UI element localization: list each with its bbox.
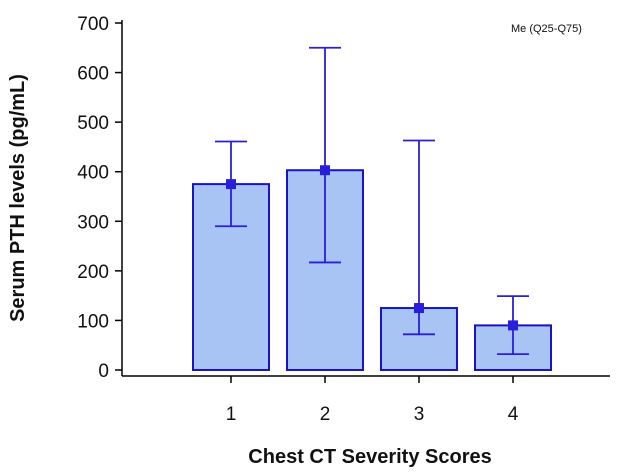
error-bars [215,46,529,356]
y-tick-label: 200 [77,262,109,283]
y-axis: 0 100 200 300 400 500 600 700 [77,14,123,382]
median-marker [414,303,424,314]
y-tick-label: 0 [98,361,109,382]
x-tick-label: 2 [320,404,331,425]
y-tick-label: 100 [77,311,109,332]
x-tick-label: 4 [508,404,519,425]
y-tick-label: 600 [77,64,109,85]
y-tick-label: 400 [77,163,109,184]
bars [192,169,552,371]
x-tick-label: 1 [226,404,237,425]
x-tick-label: 3 [414,404,425,425]
median-marker [508,320,518,331]
stat-annotation: Me (Q25-Q75) [511,23,582,35]
x-axis: 1 2 3 4 [122,375,610,425]
median-marker [226,179,236,190]
bar [380,307,458,371]
median-marker [320,165,330,176]
x-axis-title: Chest CT Severity Scores [248,446,491,468]
y-tick-label: 300 [77,212,109,233]
y-axis-title: Serum PTH levels (pg/mL) [7,74,29,322]
y-tick-label: 700 [77,14,109,35]
y-tick-label: 500 [77,113,109,134]
